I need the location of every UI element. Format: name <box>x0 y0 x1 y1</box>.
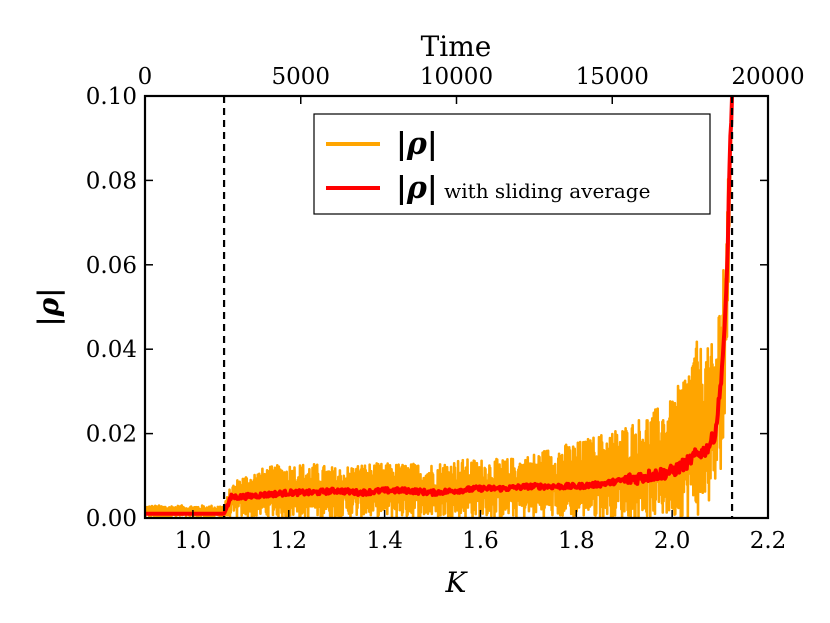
legend-label-raw: |ρ| <box>396 127 438 162</box>
y-axis-title: |ρ| <box>32 288 65 327</box>
x-tick-label: 1.0 <box>175 528 212 554</box>
y-tick-label: 0.06 <box>86 253 137 279</box>
top-x-tick-label: 10000 <box>420 64 493 90</box>
series-average-line <box>145 96 735 516</box>
legend-label-avg-suffix: with sliding average <box>438 179 651 203</box>
y-tick-label: 0.10 <box>86 84 137 110</box>
y-tick-label: 0.08 <box>86 168 137 194</box>
legend-label-avg: |ρ| with sliding average <box>396 171 650 206</box>
x-tick-label: 2.2 <box>750 528 787 554</box>
series-raw-line <box>145 96 734 518</box>
x-axis-title: K <box>445 566 469 599</box>
top-x-tick-label: 5000 <box>271 64 330 90</box>
x-tick-label: 1.4 <box>366 528 403 554</box>
x-tick-label: 1.2 <box>270 528 307 554</box>
legend-label-avg-symbol: |ρ| <box>396 171 438 206</box>
y-tick-label: 0.04 <box>86 337 137 363</box>
x-tick-label: 1.6 <box>462 528 499 554</box>
y-tick-label: 0.00 <box>86 506 137 532</box>
y-tick-label: 0.02 <box>86 422 137 448</box>
legend-box <box>313 113 711 215</box>
x-tick-label: 2.0 <box>654 528 691 554</box>
top-x-tick-label: 0 <box>138 64 153 90</box>
top-x-axis-title: Time <box>421 30 492 63</box>
legend: |ρ| |ρ| with sliding average <box>313 113 711 215</box>
x-tick-label: 1.8 <box>558 528 595 554</box>
top-x-tick-label: 15000 <box>576 64 649 90</box>
top-x-tick-label: 20000 <box>731 64 804 90</box>
